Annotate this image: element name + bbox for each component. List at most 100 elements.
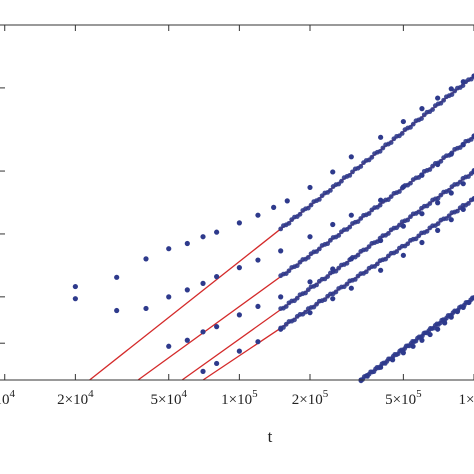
data-point-series-1 (419, 116, 424, 121)
data-point-series-1 (339, 178, 344, 184)
data-point-series-2 (166, 294, 172, 300)
data-point-series-2 (348, 212, 354, 218)
data-point-series-2 (330, 221, 336, 228)
data-point-series-1 (200, 234, 206, 240)
data-point-series-2 (214, 274, 220, 280)
data-point-series-3 (333, 268, 339, 274)
axes (0, 24, 474, 381)
data-point-series-1 (307, 184, 313, 191)
data-point-series-2 (397, 189, 402, 194)
data-point-series-2 (278, 248, 284, 254)
data-point-series-1 (114, 274, 120, 280)
data-point-series-4 (330, 296, 336, 302)
data-point-series-4 (419, 239, 425, 246)
data-point-series-4 (322, 297, 328, 303)
data-point-series-1 (380, 145, 386, 151)
data-point-series-1 (400, 118, 406, 125)
data-point-series-3 (405, 217, 411, 223)
data-point-series-3 (214, 324, 220, 330)
data-point-series-2 (366, 211, 372, 216)
data-point-series-2 (377, 202, 383, 208)
data-point-series-4 (383, 256, 389, 262)
data-point-series-3 (307, 279, 313, 285)
data-point-series-1 (460, 83, 466, 89)
data-point-series-4 (236, 348, 242, 354)
data-point-series-1 (316, 196, 322, 202)
data-point-series-3 (471, 168, 474, 173)
data-point-series-3 (325, 274, 331, 279)
data-point-series-1 (408, 124, 413, 130)
data-point-series-1 (369, 154, 375, 160)
data-point-series-5 (435, 326, 441, 332)
data-point-series-1 (166, 246, 172, 252)
data-point-series-2 (468, 136, 474, 142)
data-point-series-1 (271, 204, 277, 210)
data-point-series-4 (281, 324, 286, 330)
data-point-series-4 (374, 261, 380, 267)
data-point-series-2 (347, 224, 353, 230)
data-point-series-4 (455, 208, 460, 214)
data-point-series-1 (388, 140, 394, 145)
data-point-series-2 (336, 233, 342, 238)
data-point-series-1 (441, 97, 447, 103)
data-point-series-4 (348, 285, 354, 291)
data-point-series-2 (236, 265, 242, 271)
data-point-series-3 (283, 304, 289, 309)
data-point-series-1 (399, 131, 405, 136)
data-point-series-3 (435, 200, 441, 206)
data-point-series-2 (200, 280, 206, 286)
data-point-series-4 (424, 228, 430, 234)
data-point-series-1 (184, 240, 190, 247)
data-point-series-4 (405, 241, 411, 247)
x-tick-label: 2×105 (292, 388, 329, 408)
data-point-series-1 (297, 211, 303, 217)
x-tick-label: 104 (0, 388, 15, 408)
data-point-series-3 (255, 303, 261, 310)
data-point-series-4 (363, 269, 369, 275)
data-point-series-1 (72, 283, 78, 290)
data-point-series-4 (303, 309, 308, 315)
data-point-series-2 (286, 268, 292, 274)
data-point-series-4 (378, 267, 384, 273)
data-point-series-2 (449, 150, 455, 156)
x-tick-label: 1×10 (459, 392, 474, 408)
x-tick-label: 2×104 (57, 388, 94, 408)
data-point-series-2 (355, 219, 361, 224)
data-point-series-3 (427, 201, 433, 206)
data-point-series-3 (355, 252, 361, 258)
data-point-series-3 (446, 187, 452, 193)
data-point-series-1 (284, 198, 290, 204)
data-point-series-1 (278, 226, 284, 232)
data-point-series-1 (419, 106, 425, 112)
data-point-series-1 (377, 148, 383, 154)
data-point-series-1 (305, 205, 311, 211)
data-point-series-3 (236, 312, 242, 318)
data-point-series-2 (305, 254, 311, 260)
data-point-series-2 (255, 257, 261, 263)
data-point-series-1 (430, 107, 435, 112)
data-point-series-3 (184, 337, 190, 343)
data-point-series-4 (214, 360, 220, 367)
data-point-series-3 (278, 294, 284, 300)
data-point-series-4 (344, 281, 350, 287)
data-point-series-3 (366, 244, 372, 250)
data-point-series-1 (308, 202, 314, 208)
data-point-series-1 (471, 74, 474, 79)
x-axis-label: t (268, 427, 273, 446)
data-point-series-1 (449, 92, 455, 97)
data-point-series-3 (397, 222, 402, 228)
data-point-series-1 (330, 169, 336, 175)
data-point-series-2 (184, 287, 190, 293)
data-point-series-1 (286, 220, 292, 226)
data-point-series-2 (114, 307, 120, 314)
data-point-series-2 (325, 241, 331, 247)
data-point-series-2 (471, 133, 474, 139)
data-point-series-1 (435, 95, 441, 101)
data-point-series-2 (427, 167, 433, 172)
data-point-series-1 (143, 256, 149, 262)
data-point-series-3 (294, 295, 300, 301)
data-point-series-3 (435, 195, 441, 201)
data-point-series-1 (358, 164, 364, 169)
data-point-series-1 (348, 154, 354, 160)
